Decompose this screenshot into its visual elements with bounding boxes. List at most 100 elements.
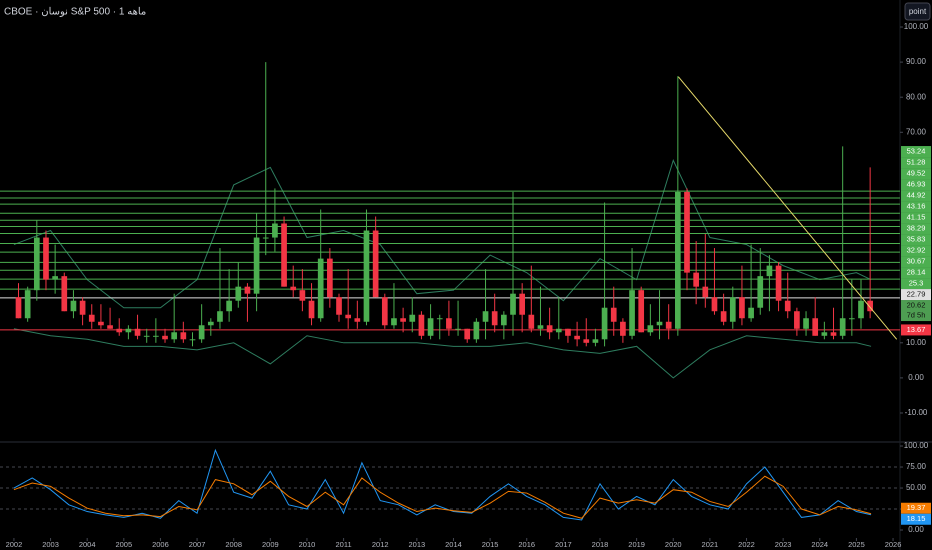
level-label: 53.24 — [907, 147, 926, 156]
last-price-bg — [901, 300, 931, 322]
candle-body — [235, 286, 242, 301]
level-label-bg — [901, 245, 931, 257]
level-label-bg — [901, 267, 931, 279]
candle-body — [757, 276, 764, 308]
candle-body — [52, 276, 58, 280]
x-tick-label: 2010 — [299, 540, 316, 549]
candle-body — [363, 230, 370, 322]
x-tick-label: 2013 — [409, 540, 426, 549]
candle-body — [601, 307, 608, 340]
x-tick-label: 2017 — [555, 540, 572, 549]
candle-body — [391, 318, 397, 326]
candle-body — [501, 314, 507, 326]
candle-body — [821, 332, 828, 336]
candle-body — [244, 286, 251, 294]
candle-body — [794, 311, 800, 329]
candle-body — [546, 325, 553, 333]
level-label: 38.29 — [907, 224, 926, 233]
candle-body — [61, 276, 68, 312]
level-label: 41.15 — [907, 213, 926, 222]
main-pane — [0, 62, 900, 379]
level-label-bg — [901, 289, 931, 301]
candle-body — [143, 335, 150, 337]
candle-body — [482, 311, 489, 322]
candle-body — [858, 300, 864, 319]
x-tick-label: 2009 — [262, 540, 279, 549]
button-label[interactable]: point — [909, 7, 927, 16]
countdown: 7d 5h — [907, 311, 926, 320]
candle-body — [675, 191, 681, 329]
level-label-bg — [901, 190, 931, 202]
candle-body — [354, 318, 361, 322]
level-label: 28.14 — [907, 268, 926, 277]
candle-body — [33, 237, 40, 291]
candle-body — [665, 321, 672, 329]
candle-body — [711, 297, 718, 312]
candle-body — [555, 328, 562, 333]
x-tick-label: 2025 — [848, 540, 865, 549]
candle-body — [867, 300, 873, 312]
y-tick-label: 100.00 — [904, 22, 929, 31]
candle-body — [418, 314, 425, 336]
level-label: 35.83 — [907, 235, 926, 244]
candle-body — [70, 300, 77, 312]
x-tick-label: 2008 — [225, 540, 242, 549]
level-label: 43.16 — [907, 202, 926, 211]
candle-body — [510, 293, 516, 315]
level-label-bg — [901, 223, 931, 235]
last-value-bg — [901, 502, 931, 514]
candle-body — [574, 335, 580, 340]
candle-body — [88, 314, 95, 322]
candle-body — [217, 311, 223, 322]
level-label: 51.28 — [907, 158, 926, 167]
oscillator-pane — [0, 448, 900, 521]
candle-body — [464, 328, 471, 340]
y-tick-label: -10.00 — [905, 408, 928, 417]
candle-body — [153, 335, 159, 337]
candle-body — [317, 258, 324, 319]
button-frame[interactable] — [904, 2, 931, 21]
candle-body — [107, 325, 113, 329]
candle-body — [98, 321, 104, 326]
chart-title: CBOE · نوسان S&P 500 · 1 ماهه — [4, 7, 146, 18]
candle-body — [784, 300, 791, 312]
candle-body — [134, 328, 141, 336]
x-tick-label: 2018 — [592, 540, 609, 549]
candle-body — [491, 311, 498, 326]
candle-body — [15, 297, 22, 319]
candle-body — [427, 318, 434, 336]
level-label-bg — [901, 201, 931, 213]
candle-body — [473, 321, 480, 340]
candle-body — [226, 300, 232, 312]
candle-body — [519, 293, 525, 315]
candle-body — [272, 223, 278, 238]
candle-body — [693, 272, 699, 287]
level-label: 46.93 — [907, 180, 926, 189]
level-label-bg — [901, 157, 931, 169]
y-tick-label: 90.00 — [906, 57, 927, 66]
level-label-bg — [901, 324, 931, 336]
candle-body — [189, 339, 196, 341]
level-label: 13.67 — [907, 325, 926, 334]
candle-body — [327, 258, 333, 298]
x-tick-label: 2002 — [6, 540, 23, 549]
candle-body — [848, 318, 855, 320]
level-label: 49.52 — [907, 169, 926, 178]
candle-body — [381, 297, 388, 326]
y-tick-label: 50.00 — [906, 483, 927, 492]
scale-button[interactable]: point — [904, 2, 931, 21]
candle-body — [803, 318, 809, 329]
candle-body — [372, 230, 379, 298]
last-value: 18.15 — [907, 514, 926, 523]
candle-body — [775, 265, 782, 301]
candle-body — [565, 328, 571, 336]
level-label-bg — [901, 212, 931, 224]
last-price: 20.62 — [907, 301, 926, 310]
candle-body — [198, 325, 205, 340]
candle-body — [583, 339, 590, 343]
band-upper — [13, 158, 872, 309]
last-value-bg — [901, 513, 931, 525]
candle-body — [162, 335, 168, 340]
